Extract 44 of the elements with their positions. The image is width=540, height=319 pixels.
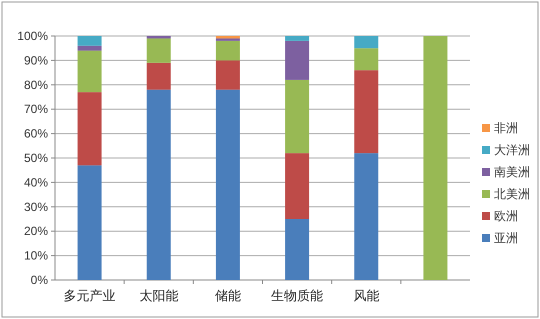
bar xyxy=(146,62,171,90)
x-tick-label: 风能 xyxy=(353,288,380,303)
bar xyxy=(285,219,310,280)
y-tick-label: 100% xyxy=(17,29,48,43)
x-tick-label: 储能 xyxy=(214,288,241,303)
bar xyxy=(146,38,171,63)
bar xyxy=(216,40,240,60)
bar xyxy=(423,36,448,280)
bar xyxy=(285,80,310,154)
y-tick-label: 10% xyxy=(24,248,48,263)
bar xyxy=(78,165,102,280)
bar xyxy=(354,36,378,48)
bar xyxy=(146,90,171,280)
bar xyxy=(78,46,102,51)
y-tick-label: 80% xyxy=(24,78,48,92)
y-tick-label: 50% xyxy=(24,151,48,165)
x-tick-label: 多元产业 xyxy=(64,288,116,303)
bar xyxy=(216,60,240,90)
bar xyxy=(285,153,310,219)
bar xyxy=(354,48,378,70)
bar xyxy=(216,90,240,280)
legend-label: 非洲 xyxy=(494,121,518,135)
y-tick-label: 90% xyxy=(24,53,48,68)
x-tick-label: 生物质能 xyxy=(271,288,324,303)
legend-label: 欧洲 xyxy=(494,209,518,223)
bar xyxy=(78,50,102,92)
bar xyxy=(285,40,310,80)
x-tick-label: 太阳能 xyxy=(139,288,178,303)
y-tick-label: 60% xyxy=(24,126,48,141)
legend-label: 北美洲 xyxy=(494,187,530,201)
legend-label: 亚洲 xyxy=(494,231,518,245)
legend-label: 大洋洲 xyxy=(494,143,530,157)
y-tick-label: 0% xyxy=(30,273,48,287)
bar xyxy=(78,36,102,46)
legend-label: 南美洲 xyxy=(494,165,530,179)
bar xyxy=(216,38,240,41)
bar xyxy=(78,92,102,166)
bar xyxy=(354,70,378,154)
y-tick-label: 30% xyxy=(24,200,48,214)
y-tick-label: 40% xyxy=(24,175,48,190)
y-tick-label: 70% xyxy=(24,102,48,116)
bar xyxy=(354,153,378,280)
bar xyxy=(285,36,310,41)
y-tick-label: 20% xyxy=(24,224,48,238)
